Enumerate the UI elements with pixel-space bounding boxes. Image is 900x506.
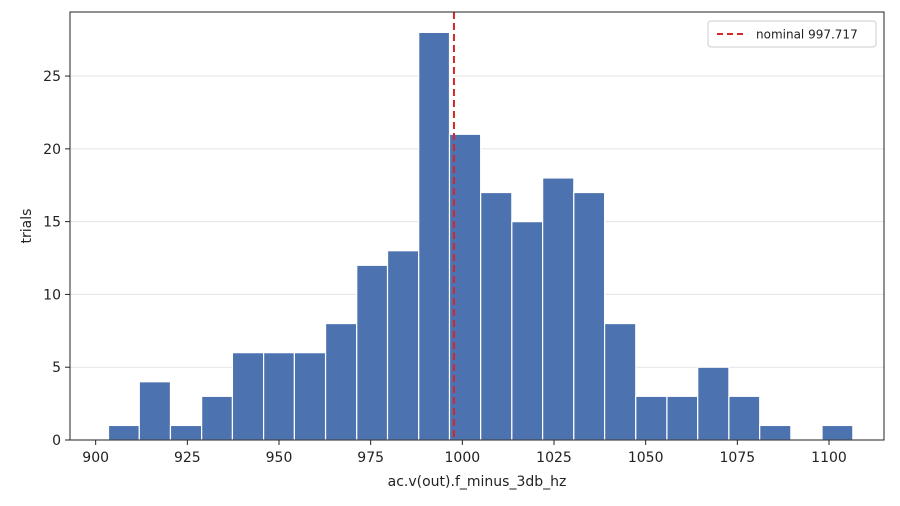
histogram-bar	[293, 352, 327, 441]
y-tick-label: 0	[52, 433, 61, 449]
y-tick-label: 10	[43, 287, 61, 303]
x-tick-label: 900	[82, 450, 109, 466]
histogram-bar	[107, 424, 140, 441]
x-axis: 900 925 950 975 1000 1025 1050 1075 1100	[82, 440, 847, 466]
histogram-bar	[542, 177, 575, 441]
histogram-bar	[511, 221, 544, 441]
histogram-bar	[759, 424, 792, 441]
y-tick-label: 15	[43, 215, 61, 231]
histogram-bar	[666, 395, 699, 441]
legend-entry-nominal: nominal 997.717	[756, 28, 858, 42]
x-tick-label: 1000	[445, 450, 481, 466]
x-tick-label: 1075	[720, 450, 756, 466]
histogram-bar	[231, 352, 265, 441]
y-axis-label: trials	[19, 209, 35, 244]
histogram-bar	[635, 395, 668, 441]
x-axis-label: ac.v(out).f_minus_3db_hz	[388, 474, 567, 490]
histogram-bar	[263, 352, 296, 441]
histogram-bar	[201, 395, 234, 441]
legend-box	[707, 20, 877, 48]
histogram-bar	[573, 191, 606, 441]
x-tick-label: 925	[174, 450, 201, 466]
histogram-bar	[386, 250, 420, 441]
histogram-bar	[418, 31, 451, 441]
histogram-bar	[697, 366, 730, 441]
x-tick-label: 1050	[628, 450, 664, 466]
histogram-bars	[107, 31, 854, 441]
x-tick-label: 975	[357, 450, 384, 466]
histogram-bar	[821, 424, 854, 441]
plot-frame	[69, 11, 885, 441]
histogram-bar	[728, 395, 761, 441]
histogram-bar	[603, 322, 637, 441]
y-tick-label: 25	[43, 69, 61, 85]
legend: nominal 997.717	[707, 20, 877, 48]
x-tick-label: 950	[266, 450, 293, 466]
histogram-bar	[324, 322, 358, 441]
histogram-bar	[138, 381, 172, 441]
y-axis: 0 5 10 15 20 25	[43, 69, 70, 449]
histogram-bar	[169, 424, 203, 441]
x-tick-label: 1025	[536, 450, 572, 466]
x-tick-label: 1100	[811, 450, 847, 466]
y-tick-label: 20	[43, 142, 61, 158]
histogram-bar	[356, 264, 389, 441]
y-tick-label: 5	[52, 360, 61, 376]
histogram-bar	[480, 191, 513, 441]
